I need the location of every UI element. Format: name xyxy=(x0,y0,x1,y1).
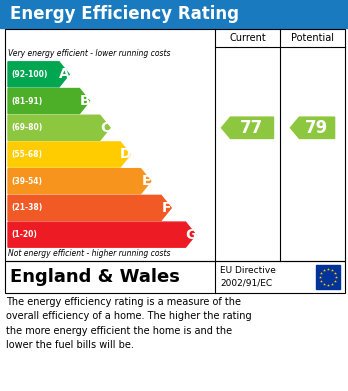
Bar xyxy=(5,261,345,293)
Polygon shape xyxy=(8,115,110,140)
Polygon shape xyxy=(8,88,89,114)
Bar xyxy=(5,29,345,261)
Polygon shape xyxy=(8,62,69,87)
Text: Not energy efficient - higher running costs: Not energy efficient - higher running co… xyxy=(8,249,171,258)
Text: Energy Efficiency Rating: Energy Efficiency Rating xyxy=(10,5,239,23)
Text: Very energy efficient - lower running costs: Very energy efficient - lower running co… xyxy=(8,49,171,58)
Bar xyxy=(0,261,348,293)
Text: (92-100): (92-100) xyxy=(11,70,47,79)
Text: B: B xyxy=(80,94,90,108)
Polygon shape xyxy=(290,117,334,138)
Text: (39-54): (39-54) xyxy=(11,177,42,186)
Text: A: A xyxy=(59,67,70,81)
Text: (55-68): (55-68) xyxy=(11,150,42,159)
Polygon shape xyxy=(221,117,274,138)
Text: E: E xyxy=(142,174,151,188)
Text: England & Wales: England & Wales xyxy=(10,268,180,286)
Text: EU Directive
2002/91/EC: EU Directive 2002/91/EC xyxy=(220,266,276,288)
Text: (69-80): (69-80) xyxy=(11,123,42,132)
Text: (1-20): (1-20) xyxy=(11,230,37,239)
Polygon shape xyxy=(8,169,151,194)
Bar xyxy=(316,265,340,289)
Text: F: F xyxy=(162,201,171,215)
Polygon shape xyxy=(8,222,196,247)
Text: G: G xyxy=(185,228,197,242)
Text: 79: 79 xyxy=(304,119,328,137)
Text: Potential: Potential xyxy=(291,33,334,43)
Polygon shape xyxy=(8,142,130,167)
Text: (81-91): (81-91) xyxy=(11,97,42,106)
Text: D: D xyxy=(120,147,132,161)
Bar xyxy=(0,0,348,28)
Text: C: C xyxy=(100,121,111,135)
Text: (21-38): (21-38) xyxy=(11,203,42,212)
Text: Current: Current xyxy=(229,33,266,43)
Text: 77: 77 xyxy=(240,119,263,137)
Polygon shape xyxy=(8,196,171,221)
Text: The energy efficiency rating is a measure of the
overall efficiency of a home. T: The energy efficiency rating is a measur… xyxy=(6,297,252,350)
